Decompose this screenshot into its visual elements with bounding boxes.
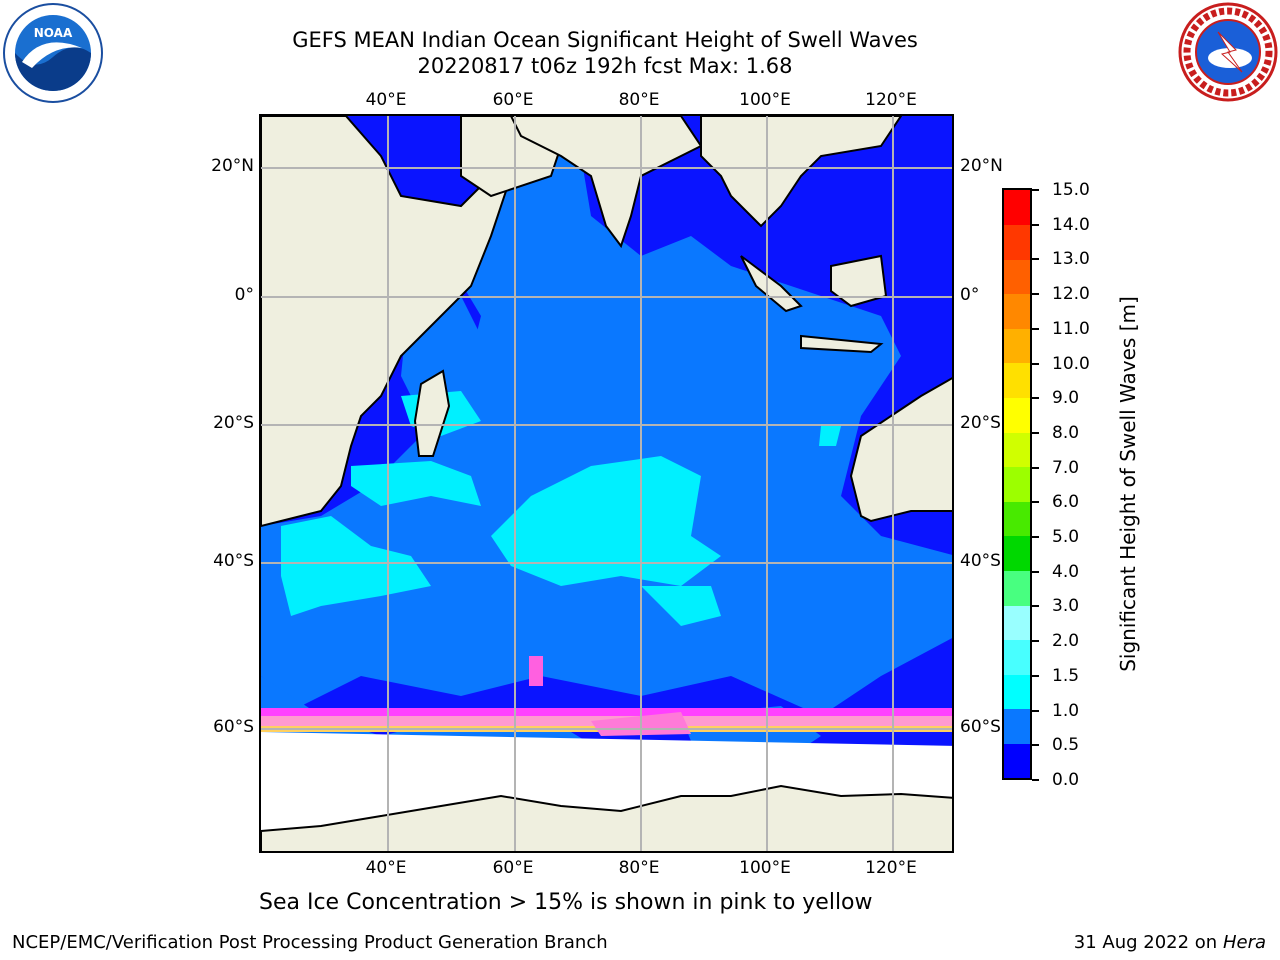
colorbar-segment — [1004, 397, 1030, 433]
lat-label-right: 20°S — [960, 413, 1001, 433]
swell-1.0-1.5-regions — [281, 391, 841, 626]
colorbar-segment — [1004, 639, 1030, 675]
borneo-land — [830, 254, 888, 308]
southeast-asia-land — [700, 116, 903, 228]
colorbar-tick-label: 12.0 — [1052, 284, 1090, 305]
chart-subtitle: 20220817 t06z 192h fcst Max: 1.68 — [417, 54, 793, 78]
colorbar-tick — [1032, 223, 1039, 226]
lat-label-right: 40°S — [960, 551, 1001, 571]
lat-label-right: 0° — [960, 285, 980, 305]
colorbar-tick — [1032, 570, 1039, 573]
map-gridlines — [261, 116, 952, 851]
australia-land — [849, 377, 952, 523]
colorbar-segment — [1004, 293, 1030, 329]
lon-label-top: 80°E — [618, 90, 660, 110]
colorbar-segment — [1004, 432, 1030, 468]
lon-label-top: 120°E — [865, 90, 917, 110]
chart-title: GEFS MEAN Indian Ocean Significant Heigh… — [292, 28, 918, 52]
lat-label-left: 40°S — [213, 551, 254, 571]
footer-credit: NCEP/EMC/Verification Post Processing Pr… — [12, 932, 608, 953]
colorbar-segment — [1004, 570, 1030, 606]
lon-label-top: 60°E — [492, 90, 534, 110]
colorbar-segment — [1004, 224, 1030, 260]
swell-height-map — [261, 116, 952, 851]
lat-label-right: 60°S — [960, 717, 1001, 737]
colorbar-tick-label: 1.0 — [1052, 700, 1080, 721]
lon-label-bottom: 80°E — [618, 858, 660, 878]
colorbar-tick — [1032, 293, 1039, 296]
colorbar-tick-label: 13.0 — [1052, 249, 1090, 270]
colorbar-tick — [1032, 362, 1039, 365]
colorbar-segment — [1004, 328, 1030, 364]
colorbar-tick — [1032, 640, 1039, 643]
colorbar-tick — [1032, 709, 1039, 712]
lon-label-bottom: 120°E — [865, 858, 917, 878]
noaa-logo: NOAA — [3, 3, 103, 103]
footer-date: 31 Aug 2022 on Hera — [1073, 932, 1266, 953]
madagascar-land — [413, 369, 451, 457]
colorbar-tick-label: 9.0 — [1052, 388, 1080, 409]
colorbar-tick-label: 10.0 — [1052, 353, 1090, 374]
java-land — [800, 334, 884, 354]
colorbar-segment — [1004, 501, 1030, 537]
lon-label-top: 40°E — [365, 90, 407, 110]
colorbar-segment — [1004, 259, 1030, 295]
footer-host: Hera — [1222, 932, 1266, 953]
colorbar-tick-label: 4.0 — [1052, 561, 1080, 582]
lon-label-bottom: 60°E — [492, 858, 534, 878]
nws-logo — [1178, 2, 1278, 102]
lat-label-left: 60°S — [213, 717, 254, 737]
colorbar-tick-label: 11.0 — [1052, 318, 1090, 339]
africa-land — [261, 116, 513, 528]
colorbar-tick-label: 6.0 — [1052, 492, 1080, 513]
colorbar-segment — [1004, 674, 1030, 710]
map-panel — [259, 114, 954, 853]
colorbar-tick-label: 3.0 — [1052, 596, 1080, 617]
colorbar-tick — [1032, 501, 1039, 504]
colorbar-segment — [1004, 605, 1030, 641]
colorbar-tick-label: 14.0 — [1052, 214, 1090, 235]
colorbar-tick-label: 8.0 — [1052, 422, 1080, 443]
colorbar-tick — [1032, 674, 1039, 677]
colorbar-tick — [1032, 397, 1039, 400]
colorbar-tick — [1032, 431, 1039, 434]
colorbar-tick-label: 5.0 — [1052, 527, 1080, 548]
colorbar-segment — [1004, 466, 1030, 502]
colorbar-segment — [1004, 708, 1030, 744]
colorbar — [1002, 188, 1032, 780]
sea-ice-caption: Sea Ice Concentration > 15% is shown in … — [259, 890, 873, 915]
colorbar-segment — [1004, 190, 1030, 226]
colorbar-tick — [1032, 744, 1039, 747]
colorbar-segment — [1004, 743, 1030, 779]
antarctica-land — [261, 784, 952, 851]
lon-label-bottom: 100°E — [739, 858, 791, 878]
lon-label-top: 100°E — [739, 90, 791, 110]
india-land — [509, 116, 703, 249]
colorbar-tick-label: 0.0 — [1052, 770, 1080, 790]
colorbar-tick-label: 2.0 — [1052, 631, 1080, 652]
svg-text:NOAA: NOAA — [34, 26, 73, 40]
lon-label-bottom: 40°E — [365, 858, 407, 878]
colorbar-tick-label: 15.0 — [1052, 180, 1090, 200]
colorbar-label: Significant Height of Swell Waves [m] — [1116, 296, 1140, 672]
colorbar-tick-label: 1.5 — [1052, 665, 1080, 686]
colorbar-tick — [1032, 536, 1039, 539]
colorbar-tick-label: 0.5 — [1052, 735, 1080, 756]
lat-label-left: 0° — [234, 285, 254, 305]
colorbar-segment — [1004, 362, 1030, 399]
lat-label-left: 20°S — [213, 413, 254, 433]
colorbar-segment — [1004, 535, 1030, 571]
colorbar-tick — [1032, 189, 1039, 191]
colorbar-tick — [1032, 258, 1039, 261]
colorbar-tick — [1032, 605, 1039, 608]
colorbar-tick — [1032, 779, 1039, 781]
colorbar-tick — [1032, 327, 1039, 330]
colorbar-tick-label: 7.0 — [1052, 457, 1080, 478]
lat-label-left: 20°N — [211, 156, 254, 176]
lat-label-right: 20°N — [960, 156, 1003, 176]
colorbar-tick — [1032, 466, 1039, 469]
